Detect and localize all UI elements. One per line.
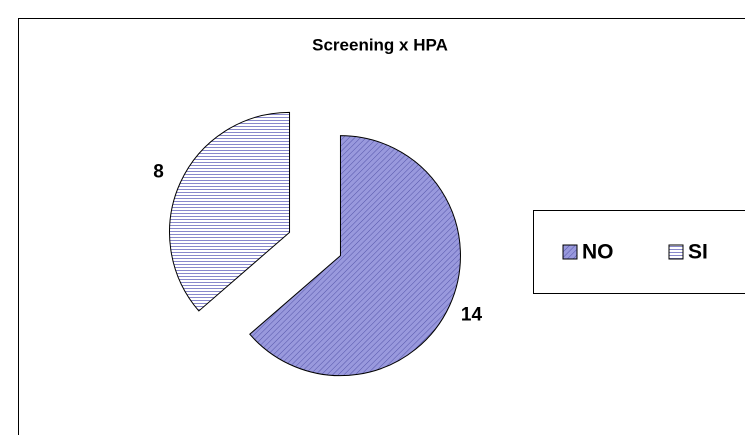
data-label: 8 [153, 162, 164, 183]
legend-label: NO [582, 241, 614, 264]
pie-slice [249, 135, 461, 377]
chart-title: Screening x HPA [312, 35, 448, 54]
legend-swatch [668, 244, 684, 260]
data-label: 14 [461, 304, 483, 325]
legend-label: SI [688, 241, 708, 264]
legend-swatch [562, 244, 578, 260]
pie-slice [169, 111, 291, 312]
